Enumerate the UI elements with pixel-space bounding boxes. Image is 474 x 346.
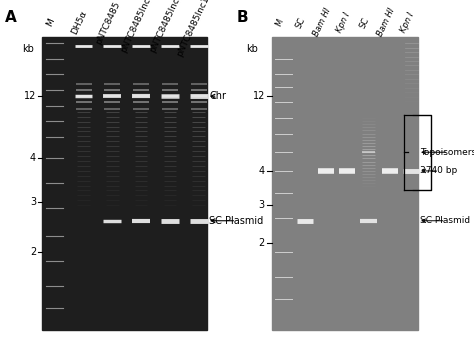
Text: 3: 3 xyxy=(30,197,36,207)
Text: A: A xyxy=(5,10,17,25)
Bar xyxy=(272,37,418,330)
Text: DH5α: DH5α xyxy=(70,9,89,36)
Text: 4: 4 xyxy=(30,154,36,163)
Text: kb: kb xyxy=(22,45,34,54)
Text: pNTC8485Inc2: pNTC8485Inc2 xyxy=(148,0,184,54)
Text: M: M xyxy=(274,18,285,28)
Text: SC Plasmid: SC Plasmid xyxy=(209,216,264,226)
Text: 3: 3 xyxy=(259,200,265,210)
Text: B: B xyxy=(237,10,249,25)
Text: 12: 12 xyxy=(253,91,265,101)
Text: 2: 2 xyxy=(259,238,265,247)
Text: Kpn I: Kpn I xyxy=(399,11,416,34)
Text: Kpn I: Kpn I xyxy=(335,11,352,34)
Text: kb: kb xyxy=(246,45,258,54)
Text: 4: 4 xyxy=(259,166,265,176)
Text: M: M xyxy=(45,17,56,28)
Text: Bam HI: Bam HI xyxy=(311,7,332,38)
Bar xyxy=(42,37,207,330)
Text: pNTC8485Inc1,2: pNTC8485Inc1,2 xyxy=(175,0,214,58)
Text: SC Plasmid: SC Plasmid xyxy=(420,216,471,225)
Text: pNTC8485: pNTC8485 xyxy=(94,0,122,46)
Text: Bam HI: Bam HI xyxy=(375,7,396,38)
Text: SC: SC xyxy=(358,16,371,30)
Text: pNTC8485Inc1: pNTC8485Inc1 xyxy=(119,0,155,54)
Text: Topoisomers: Topoisomers xyxy=(420,148,474,157)
Text: 12: 12 xyxy=(24,91,36,101)
Text: 3740 bp: 3740 bp xyxy=(420,166,458,175)
Text: SC: SC xyxy=(294,16,307,30)
Text: Chr: Chr xyxy=(209,91,226,101)
Text: 2: 2 xyxy=(30,247,36,257)
